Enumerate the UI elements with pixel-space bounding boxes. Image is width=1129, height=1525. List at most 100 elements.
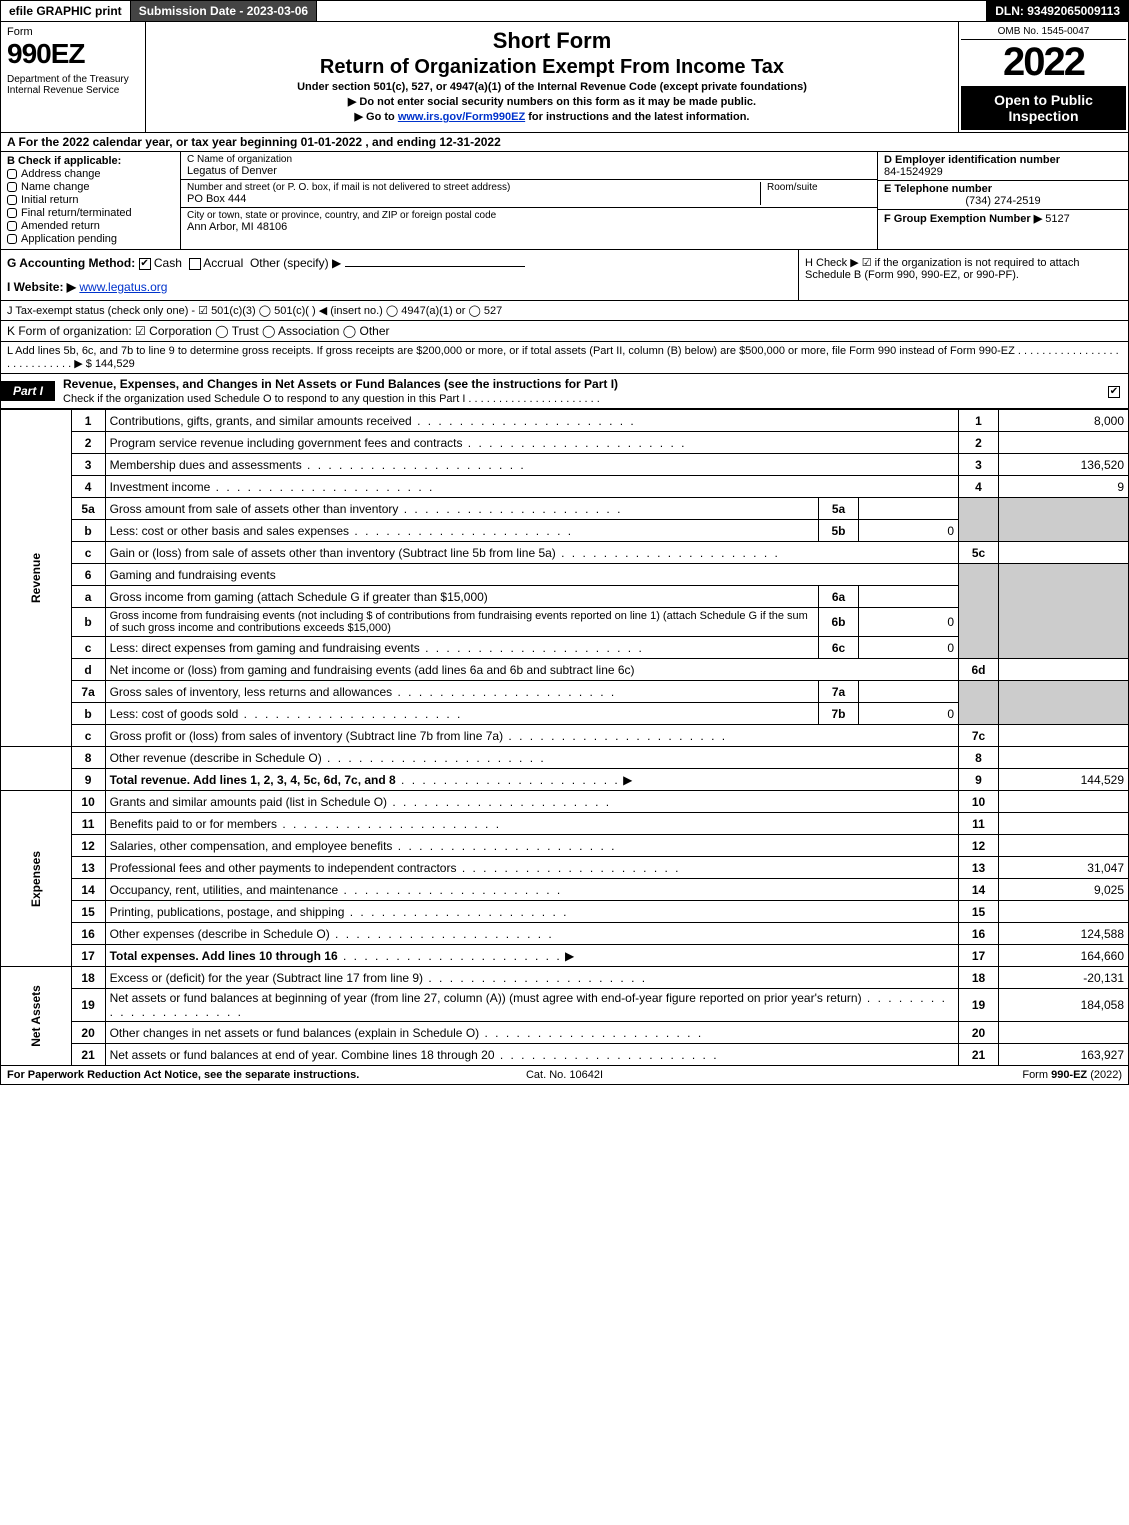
line-7a-no: 7a bbox=[71, 681, 105, 703]
part-1-header: Part I Revenue, Expenses, and Changes in… bbox=[0, 374, 1129, 409]
line-4-val: 9 bbox=[999, 476, 1129, 498]
line-14-desc: Occupancy, rent, utilities, and maintena… bbox=[110, 883, 563, 897]
group-exemption-value: 5127 bbox=[1045, 213, 1069, 225]
line-7c-val bbox=[999, 725, 1129, 747]
line-6a-subval bbox=[859, 586, 959, 608]
line-4-desc: Investment income bbox=[110, 480, 435, 494]
line-5a: 5a Gross amount from sale of assets othe… bbox=[1, 498, 1129, 520]
line-18-numcol: 18 bbox=[959, 967, 999, 989]
line-6c-sublbl: 6c bbox=[819, 637, 859, 659]
line-19: 19 Net assets or fund balances at beginn… bbox=[1, 989, 1129, 1022]
row-l-gross-receipts: L Add lines 5b, 6c, and 7b to line 9 to … bbox=[0, 342, 1129, 374]
line-5c-val bbox=[999, 542, 1129, 564]
chk-amended-return[interactable]: Amended return bbox=[7, 220, 174, 232]
department-label: Department of the Treasury Internal Reve… bbox=[7, 74, 139, 96]
line-17-no: 17 bbox=[71, 945, 105, 967]
line-7c-desc: Gross profit or (loss) from sales of inv… bbox=[110, 729, 728, 743]
phone-label: E Telephone number bbox=[884, 183, 1122, 195]
page-footer: For Paperwork Reduction Act Notice, see … bbox=[0, 1066, 1129, 1085]
line-6a-desc: Gross income from gaming (attach Schedul… bbox=[105, 586, 818, 608]
line-6-shade-val bbox=[999, 564, 1129, 659]
omb-number: OMB No. 1545-0047 bbox=[961, 24, 1126, 40]
city-value: Ann Arbor, MI 48106 bbox=[187, 221, 871, 233]
chk-address-change[interactable]: Address change bbox=[7, 168, 174, 180]
chk-initial-return[interactable]: Initial return bbox=[7, 194, 174, 206]
line-10-no: 10 bbox=[71, 791, 105, 813]
line-15-val bbox=[999, 901, 1129, 923]
line-7b-sublbl: 7b bbox=[819, 703, 859, 725]
col-b-header: B Check if applicable: bbox=[7, 155, 174, 167]
line-21-numcol: 21 bbox=[959, 1044, 999, 1066]
line-15: 15 Printing, publications, postage, and … bbox=[1, 901, 1129, 923]
line-11: 11 Benefits paid to or for members 11 bbox=[1, 813, 1129, 835]
city-label: City or town, state or province, country… bbox=[187, 210, 871, 221]
line-19-no: 19 bbox=[71, 989, 105, 1022]
chk-cash[interactable] bbox=[139, 258, 151, 270]
footer-mid: Cat. No. 10642I bbox=[379, 1069, 751, 1081]
line-17-val: 164,660 bbox=[999, 945, 1129, 967]
chk-application-pending[interactable]: Application pending bbox=[7, 233, 174, 245]
line-10-desc: Grants and similar amounts paid (list in… bbox=[110, 795, 611, 809]
line-5b-subval: 0 bbox=[859, 520, 959, 542]
line-5a-sublbl: 5a bbox=[819, 498, 859, 520]
schedule-b-row: H Check ▶ ☑ if the organization is not r… bbox=[798, 250, 1128, 300]
line-17-desc: Total expenses. Add lines 10 through 16 bbox=[110, 949, 338, 963]
group-exemption-row: F Group Exemption Number ▶ 5127 bbox=[878, 210, 1128, 227]
line-7ab-shade-val bbox=[999, 681, 1129, 725]
irs-link[interactable]: www.irs.gov/Form990EZ bbox=[398, 111, 525, 123]
line-1-no: 1 bbox=[71, 410, 105, 432]
line-7a-sublbl: 7a bbox=[819, 681, 859, 703]
line-13-no: 13 bbox=[71, 857, 105, 879]
line-6c-no: c bbox=[71, 637, 105, 659]
line-14: 14 Occupancy, rent, utilities, and maint… bbox=[1, 879, 1129, 901]
line-20-no: 20 bbox=[71, 1022, 105, 1044]
line-10: Expenses 10 Grants and similar amounts p… bbox=[1, 791, 1129, 813]
ein-label: D Employer identification number bbox=[884, 154, 1122, 166]
row-l-value: 144,529 bbox=[95, 358, 135, 370]
line-8: 8 Other revenue (describe in Schedule O)… bbox=[1, 747, 1129, 769]
org-name-value: Legatus of Denver bbox=[187, 165, 871, 177]
line-1: Revenue 1 Contributions, gifts, grants, … bbox=[1, 410, 1129, 432]
chk-final-return[interactable]: Final return/terminated bbox=[7, 207, 174, 219]
other-specify-label: Other (specify) ▶ bbox=[250, 256, 341, 270]
line-10-numcol: 10 bbox=[959, 791, 999, 813]
efile-print-label[interactable]: efile GRAPHIC print bbox=[1, 1, 131, 21]
line-7a-subval bbox=[859, 681, 959, 703]
tax-year: 2022 bbox=[961, 40, 1126, 84]
line-11-desc: Benefits paid to or for members bbox=[110, 817, 501, 831]
street-value: PO Box 444 bbox=[187, 193, 754, 205]
line-9-numcol: 9 bbox=[959, 769, 999, 791]
chk-accrual[interactable] bbox=[189, 258, 201, 270]
footer-left: For Paperwork Reduction Act Notice, see … bbox=[7, 1069, 379, 1081]
phone-row: E Telephone number (734) 274-2519 bbox=[878, 181, 1128, 210]
line-6c-desc: Less: direct expenses from gaming and fu… bbox=[110, 641, 644, 655]
org-name-label: C Name of organization bbox=[187, 154, 871, 165]
line-6-shade-num bbox=[959, 564, 999, 659]
footer-right: Form 990-EZ (2022) bbox=[750, 1069, 1122, 1081]
line-16-no: 16 bbox=[71, 923, 105, 945]
line-6a-no: a bbox=[71, 586, 105, 608]
cash-label: Cash bbox=[154, 256, 182, 270]
line-6b-desc: Gross income from fundraising events (no… bbox=[105, 608, 818, 637]
line-6d: d Net income or (loss) from gaming and f… bbox=[1, 659, 1129, 681]
line-3-val: 136,520 bbox=[999, 454, 1129, 476]
line-21-val: 163,927 bbox=[999, 1044, 1129, 1066]
line-12-desc: Salaries, other compensation, and employ… bbox=[110, 839, 617, 853]
website-link[interactable]: www.legatus.org bbox=[79, 280, 167, 294]
line-1-val: 8,000 bbox=[999, 410, 1129, 432]
line-7b-no: b bbox=[71, 703, 105, 725]
line-5b-sublbl: 5b bbox=[819, 520, 859, 542]
line-5ab-shade-num bbox=[959, 498, 999, 542]
org-name-row: C Name of organization Legatus of Denver bbox=[181, 152, 877, 180]
line-7ab-shade-num bbox=[959, 681, 999, 725]
part-1-check[interactable] bbox=[1100, 384, 1128, 398]
line-6: 6 Gaming and fundraising events bbox=[1, 564, 1129, 586]
line-18-no: 18 bbox=[71, 967, 105, 989]
chk-name-change[interactable]: Name change bbox=[7, 181, 174, 193]
other-specify-blank[interactable] bbox=[345, 266, 525, 267]
header-left: Form 990EZ Department of the Treasury In… bbox=[1, 22, 146, 132]
line-7a-desc: Gross sales of inventory, less returns a… bbox=[110, 685, 617, 699]
expenses-side-label: Expenses bbox=[1, 791, 72, 967]
form-header: Form 990EZ Department of the Treasury In… bbox=[0, 22, 1129, 133]
line-11-val bbox=[999, 813, 1129, 835]
